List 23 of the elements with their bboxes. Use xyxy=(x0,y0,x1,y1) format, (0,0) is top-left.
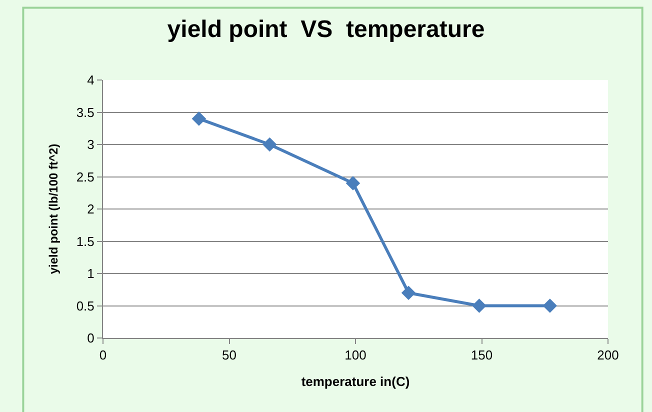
point xyxy=(346,176,360,190)
x-tick-label: 0 xyxy=(99,348,107,363)
x-tick-label: 50 xyxy=(222,348,236,363)
x-tick-label: 150 xyxy=(470,348,493,363)
point xyxy=(472,298,486,313)
y-axis-title: yield point (lb/100 ft^2) xyxy=(46,144,61,274)
y-tick-label: 4 xyxy=(87,72,94,88)
y-tick-label: 0 xyxy=(87,330,94,346)
chart-title: yield point VS temperature xyxy=(167,16,485,44)
y-tick-label: 2 xyxy=(87,202,94,217)
point xyxy=(192,112,206,126)
y-tick-label: 1.5 xyxy=(76,234,94,249)
x-axis-title: temperature in(C) xyxy=(301,374,410,390)
y-tick-label: 1 xyxy=(87,266,94,282)
x-tick-label: 100 xyxy=(344,348,366,363)
point xyxy=(401,286,416,300)
y-tick-label: 0.5 xyxy=(76,298,94,314)
y-tick-label: 2.5 xyxy=(76,169,94,184)
y-tick-label: 3 xyxy=(87,137,94,152)
point xyxy=(542,298,558,313)
y-tick-label: 3.5 xyxy=(76,104,94,120)
point xyxy=(262,137,277,152)
x-tick-label: 200 xyxy=(597,348,619,363)
